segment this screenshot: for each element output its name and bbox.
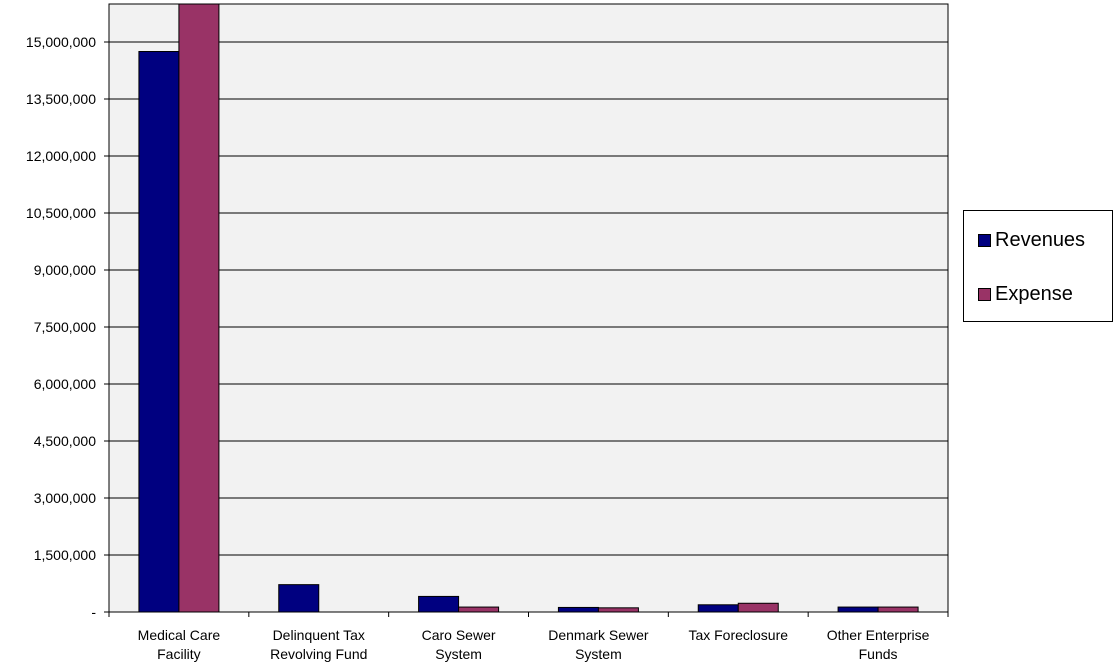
x-tick-label: Medical Care <box>138 627 221 643</box>
legend-swatch-revenues <box>978 234 991 247</box>
y-tick-label: 15,000,000 <box>26 34 96 50</box>
x-tick-label: Tax Foreclosure <box>688 627 788 643</box>
y-tick-label: 9,000,000 <box>34 262 96 278</box>
bar-expense-0 <box>178 3 220 613</box>
legend: Revenues Expense <box>963 210 1113 322</box>
x-tick-label: Other Enterprise <box>827 627 930 643</box>
y-tick-label: 13,500,000 <box>26 91 96 107</box>
x-tick-label: Delinquent Tax <box>273 627 365 643</box>
x-tick-label: Facility <box>157 646 201 662</box>
x-tick-label: Caro Sewer <box>422 627 496 643</box>
x-tick-label: Revolving Fund <box>270 646 367 662</box>
x-tick-label: System <box>435 646 482 662</box>
legend-label-expense: Expense <box>995 283 1073 305</box>
x-tick-label: System <box>575 646 622 662</box>
bar-revenues-0 <box>138 51 180 613</box>
legend-label-revenues: Revenues <box>995 229 1086 251</box>
y-tick-label: - <box>91 604 96 620</box>
x-tick-label: Denmark Sewer <box>548 627 649 643</box>
y-tick-label: 3,000,000 <box>34 490 96 506</box>
legend-swatch-expense <box>978 288 991 301</box>
bar-expense-5 <box>877 606 919 613</box>
bar-expense-2 <box>458 606 500 613</box>
y-tick-label: 1,500,000 <box>34 547 96 563</box>
bar-revenues-3 <box>557 606 599 613</box>
bar-expense-4 <box>737 602 779 613</box>
legend-item-revenues: Revenues <box>978 229 1085 252</box>
bar-revenues-1 <box>278 584 320 613</box>
legend-item-expense: Expense <box>978 283 1073 306</box>
bar-revenues-2 <box>418 595 460 613</box>
y-tick-label: 6,000,000 <box>34 376 96 392</box>
y-tick-label: 7,500,000 <box>34 319 96 335</box>
y-tick-label: 4,500,000 <box>34 433 96 449</box>
y-tick-label: 10,500,000 <box>26 205 96 221</box>
bar-revenues-5 <box>837 606 879 613</box>
bar-revenues-4 <box>697 604 739 613</box>
y-tick-label: 12,000,000 <box>26 148 96 164</box>
bar-expense-3 <box>597 607 639 613</box>
plot-area <box>109 4 948 612</box>
x-tick-label: Funds <box>859 646 898 662</box>
